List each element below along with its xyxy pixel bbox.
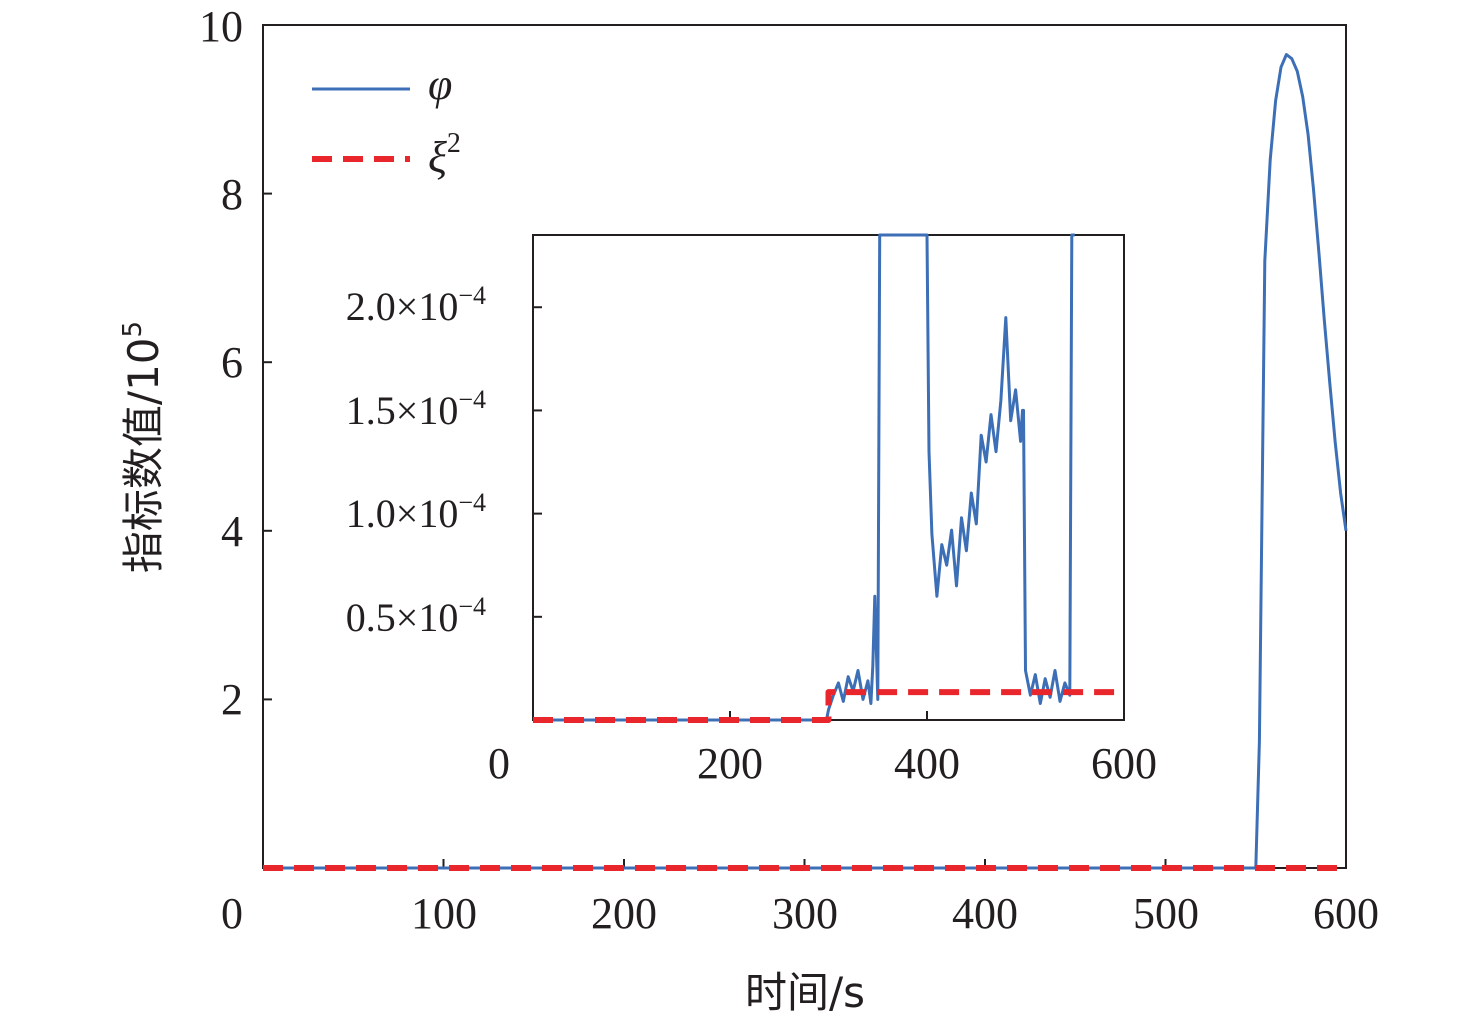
main-x-tick-label: 600 — [1313, 889, 1379, 938]
inset-x-tick-label: 200 — [697, 739, 763, 788]
inset-chart: 0 200 400 600 0.5×10−4 1.0×10−4 1.5×10−4… — [346, 233, 1157, 788]
main-x-tick-label: 400 — [952, 889, 1018, 938]
series-line-phi — [263, 53, 1348, 870]
main-y-tick-label: 4 — [221, 507, 243, 556]
main-x-tick-label: 300 — [772, 889, 838, 938]
legend-label-xi-base: ξ — [428, 133, 447, 182]
main-y-tick-label: 8 — [221, 170, 243, 219]
inset-y-tick-exp: −4 — [458, 488, 486, 517]
inset-y-tick-mantissa: 2.0×10 — [346, 284, 459, 329]
legend-label-xi: ξ2 — [428, 128, 461, 182]
main-y-ticks — [263, 24, 272, 701]
inset-series-group — [533, 233, 1124, 723]
legend: φ ξ2 — [312, 60, 461, 182]
main-y-tick-label: 6 — [221, 338, 243, 387]
main-x-tick-label: 100 — [411, 889, 477, 938]
inset-y-tick-mantissa: 0.5×10 — [346, 595, 459, 640]
main-x-tick-label: 200 — [591, 889, 657, 938]
inset-y-tick-exp: −4 — [458, 385, 486, 414]
main-series-group — [263, 53, 1348, 871]
series-line-phi — [533, 233, 1075, 722]
inset-y-tick-label: 2.0×10−4 — [346, 281, 486, 329]
inset-y-tick-exp: −4 — [458, 592, 486, 621]
main-x-tick-label: 0 — [221, 889, 243, 938]
inset-plot-frame — [532, 234, 1125, 721]
inset-y-tick-label: 1.0×10−4 — [346, 488, 486, 536]
inset-y-tick-exp: −4 — [458, 281, 486, 310]
inset-x-tick-label: 600 — [1091, 739, 1157, 788]
legend-label-phi: φ — [428, 60, 452, 109]
main-y-tick-label: 2 — [221, 675, 243, 724]
series-line-xi2 — [533, 689, 1124, 723]
inset-x-tick-label: 400 — [894, 739, 960, 788]
y-axis-title: 指标数值/105 — [118, 321, 168, 573]
inset-y-tick-label: 0.5×10−4 — [346, 592, 486, 640]
x-axis-title: 时间/s — [745, 968, 865, 1017]
y-axis-title-main: 指标数值/10 — [119, 337, 168, 573]
main-x-tick-label: 500 — [1133, 889, 1199, 938]
main-y-tick-label: 10 — [199, 2, 243, 51]
inset-y-tick-label: 1.5×10−4 — [346, 385, 486, 433]
y-axis-title-exp: 5 — [118, 321, 148, 338]
inset-y-tick-mantissa: 1.0×10 — [346, 491, 459, 536]
inset-y-tick-mantissa: 1.5×10 — [346, 388, 459, 433]
inset-y-ticks — [533, 306, 542, 618]
inset-x-tick-label: 0 — [488, 739, 510, 788]
legend-label-xi-sup: 2 — [447, 128, 461, 159]
